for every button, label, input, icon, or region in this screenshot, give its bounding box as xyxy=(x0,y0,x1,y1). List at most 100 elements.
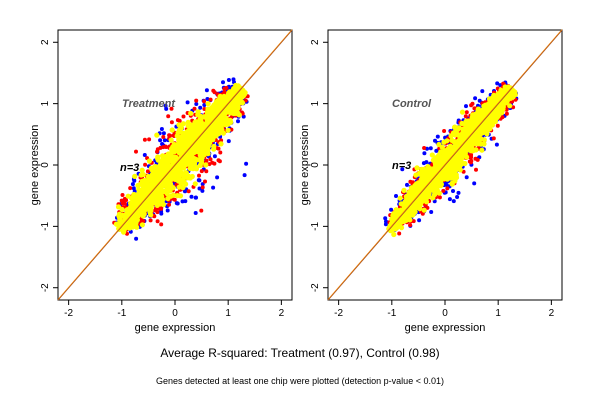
data-point xyxy=(198,113,204,119)
y-tick-label: 2 xyxy=(40,39,51,45)
data-point xyxy=(169,106,174,111)
data-point xyxy=(405,182,409,187)
data-point xyxy=(161,179,167,185)
data-point xyxy=(473,96,478,101)
data-point xyxy=(455,195,460,199)
data-point xyxy=(226,90,232,96)
data-point xyxy=(159,206,164,211)
data-point xyxy=(201,122,207,128)
data-point xyxy=(205,101,211,107)
data-point xyxy=(501,81,506,86)
data-point xyxy=(128,200,134,206)
data-point xyxy=(194,98,199,103)
data-point xyxy=(132,173,138,179)
x-axis-label: gene expression xyxy=(135,322,216,334)
data-point xyxy=(189,173,195,180)
data-point xyxy=(187,135,193,141)
data-point xyxy=(167,153,173,159)
data-point xyxy=(422,146,427,150)
data-point xyxy=(117,215,123,221)
data-point xyxy=(207,140,213,146)
data-point xyxy=(408,223,413,228)
data-point xyxy=(218,150,223,155)
data-point xyxy=(472,181,477,186)
data-point xyxy=(202,99,207,104)
data-point xyxy=(217,123,223,129)
data-point xyxy=(180,130,186,136)
data-point xyxy=(197,178,202,183)
data-point xyxy=(145,169,150,174)
data-point xyxy=(211,146,217,152)
data-point xyxy=(242,173,247,178)
data-point xyxy=(435,134,440,139)
data-point xyxy=(227,119,233,125)
data-point xyxy=(176,184,182,190)
data-point xyxy=(211,185,216,190)
data-point xyxy=(159,222,164,227)
data-point xyxy=(209,124,216,130)
data-point xyxy=(425,164,431,170)
data-point xyxy=(240,92,246,98)
data-point xyxy=(148,204,154,210)
data-point xyxy=(411,219,416,224)
data-point xyxy=(213,99,219,105)
data-point xyxy=(142,181,148,187)
x-tick-label: 2 xyxy=(279,308,285,319)
data-point xyxy=(479,147,485,153)
data-point xyxy=(161,145,166,150)
data-point xyxy=(230,108,236,114)
data-point xyxy=(123,197,128,202)
data-point xyxy=(426,192,432,198)
data-point xyxy=(437,195,442,200)
data-point xyxy=(155,157,161,163)
data-point xyxy=(155,170,161,176)
data-point xyxy=(142,153,147,157)
data-point xyxy=(128,229,133,234)
data-point xyxy=(218,96,224,102)
data-point xyxy=(160,197,166,203)
data-point xyxy=(204,88,209,93)
data-point xyxy=(193,125,200,131)
data-point xyxy=(201,152,207,158)
data-point xyxy=(192,106,197,111)
data-point xyxy=(183,135,189,141)
data-point xyxy=(226,78,231,82)
data-point xyxy=(181,114,186,119)
data-point xyxy=(189,194,194,199)
data-point xyxy=(204,134,210,140)
data-point xyxy=(429,152,435,158)
panel-label: Treatment xyxy=(122,98,176,110)
data-point xyxy=(183,162,189,168)
data-point xyxy=(142,137,147,142)
data-point xyxy=(215,175,220,180)
data-point xyxy=(383,216,388,221)
data-point xyxy=(176,173,182,180)
x-tick-label: -2 xyxy=(64,308,73,319)
data-point xyxy=(168,137,174,143)
data-point xyxy=(202,107,207,111)
data-point xyxy=(180,185,186,191)
data-point xyxy=(442,129,447,133)
data-point xyxy=(119,198,124,203)
data-point xyxy=(383,222,388,227)
data-point xyxy=(202,114,208,120)
data-point xyxy=(135,182,141,189)
data-point xyxy=(191,161,198,167)
data-point xyxy=(233,101,239,107)
data-point xyxy=(441,188,446,193)
data-point xyxy=(199,169,204,174)
data-point xyxy=(469,158,474,163)
data-point xyxy=(212,105,218,111)
data-point xyxy=(462,160,468,167)
data-point xyxy=(176,164,182,170)
data-point xyxy=(154,132,160,138)
data-point xyxy=(401,187,407,193)
data-point xyxy=(423,169,429,175)
data-point xyxy=(208,157,213,162)
x-tick-label: 1 xyxy=(225,308,231,319)
data-point xyxy=(177,118,182,123)
data-point xyxy=(147,137,152,142)
